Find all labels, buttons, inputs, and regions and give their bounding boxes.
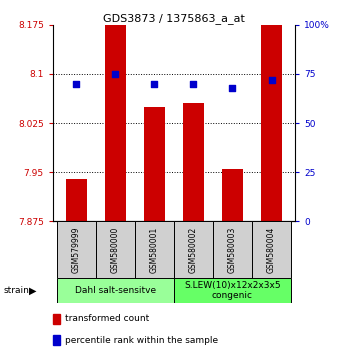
Bar <box>213 221 252 278</box>
Point <box>152 81 157 87</box>
Bar <box>65 179 87 221</box>
Bar <box>222 169 243 221</box>
Bar <box>144 107 165 221</box>
Text: GSM580004: GSM580004 <box>267 226 276 273</box>
Bar <box>174 278 291 303</box>
Bar <box>105 25 126 221</box>
Bar <box>174 221 213 278</box>
Title: GDS3873 / 1375863_a_at: GDS3873 / 1375863_a_at <box>103 13 245 23</box>
Bar <box>183 103 204 221</box>
Bar <box>57 278 174 303</box>
Text: strain: strain <box>3 286 29 295</box>
Bar <box>57 221 96 278</box>
Text: transformed count: transformed count <box>65 314 150 324</box>
Bar <box>261 25 282 221</box>
Text: GSM580001: GSM580001 <box>150 227 159 273</box>
Text: percentile rank within the sample: percentile rank within the sample <box>65 336 219 345</box>
Bar <box>135 221 174 278</box>
Text: GSM580003: GSM580003 <box>228 226 237 273</box>
Text: GSM579999: GSM579999 <box>72 226 81 273</box>
Point <box>74 81 79 87</box>
Point <box>191 81 196 87</box>
Text: S.LEW(10)x12x2x3x5
congenic: S.LEW(10)x12x2x3x5 congenic <box>184 281 281 300</box>
Point <box>269 77 274 82</box>
Point <box>113 71 118 77</box>
Text: GSM580002: GSM580002 <box>189 227 198 273</box>
Bar <box>252 221 291 278</box>
Text: ▶: ▶ <box>29 286 36 296</box>
Text: GSM580000: GSM580000 <box>111 226 120 273</box>
Text: Dahl salt-sensitve: Dahl salt-sensitve <box>75 286 156 295</box>
Point <box>230 85 235 91</box>
Bar <box>96 221 135 278</box>
